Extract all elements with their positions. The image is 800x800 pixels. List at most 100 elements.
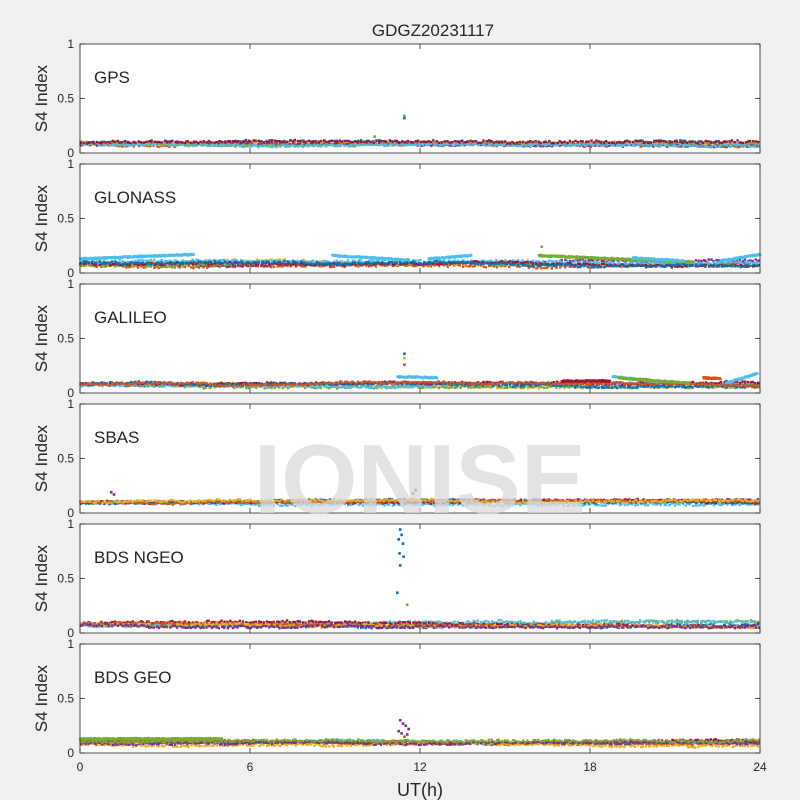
- data-point: [695, 263, 698, 266]
- data-point: [704, 265, 707, 268]
- data-point: [391, 262, 394, 265]
- data-point: [543, 263, 546, 266]
- data-point: [344, 262, 347, 265]
- data-point: [589, 260, 592, 264]
- data-point: [584, 262, 588, 265]
- data-point: [631, 140, 634, 144]
- data-point: [456, 140, 460, 143]
- data-point: [501, 262, 504, 265]
- data-point: [247, 141, 250, 145]
- data-point: [542, 145, 545, 148]
- data-point: [696, 265, 699, 268]
- data-point: [357, 265, 360, 268]
- data-point: [636, 142, 639, 145]
- data-point: [681, 141, 684, 144]
- data-point: [265, 260, 269, 263]
- data-point: [460, 143, 464, 146]
- data-point: [710, 265, 714, 268]
- data-point: [236, 262, 240, 265]
- data-point: [412, 264, 415, 268]
- data-point: [141, 261, 145, 265]
- data-point: [285, 144, 289, 147]
- data-point: [744, 265, 747, 268]
- data-point: [587, 259, 590, 262]
- data-point: [218, 265, 221, 268]
- data-point: [330, 263, 333, 266]
- data-point: [514, 260, 517, 263]
- data-point: [210, 262, 214, 266]
- data-point: [464, 141, 467, 144]
- data-point: [296, 259, 299, 263]
- data-point: [166, 262, 169, 265]
- data-point: [233, 386, 236, 390]
- data-point: [536, 264, 540, 267]
- data-point: [315, 261, 319, 264]
- data-point: [113, 140, 116, 143]
- data-point: [302, 145, 305, 149]
- data-point: [278, 144, 282, 148]
- data-point: [600, 264, 604, 267]
- data-point: [566, 141, 569, 145]
- data-point: [654, 265, 658, 268]
- data-point: [98, 260, 101, 263]
- data-point: [207, 263, 210, 266]
- data-point: [118, 263, 121, 266]
- data-point: [701, 262, 705, 265]
- data-point: [203, 259, 206, 263]
- data-point: [720, 263, 724, 266]
- data-point: [134, 142, 138, 146]
- data-point: [229, 262, 232, 265]
- data-point: [527, 266, 530, 269]
- data-point: [319, 143, 323, 146]
- data-point: [482, 265, 485, 268]
- data-point: [231, 144, 235, 147]
- data-point: [378, 143, 381, 147]
- data-point: [137, 142, 140, 146]
- data-point: [564, 264, 567, 267]
- data-point: [181, 259, 184, 262]
- data-point: [258, 143, 261, 146]
- data-point: [307, 139, 310, 142]
- data-point: [114, 262, 117, 266]
- data-point: [226, 262, 229, 265]
- data-point: [333, 141, 337, 144]
- data-point: [199, 140, 202, 143]
- data-point: [738, 143, 741, 146]
- data-point: [728, 386, 731, 389]
- data-point: [85, 142, 88, 145]
- data-point: [751, 140, 755, 143]
- data-point: [658, 145, 661, 148]
- data-point: [268, 141, 271, 145]
- data-point: [679, 140, 682, 143]
- data-point: [494, 262, 498, 266]
- data-point: [185, 140, 188, 143]
- data-point: [422, 265, 425, 268]
- data-point: [286, 386, 290, 390]
- data-point: [743, 144, 747, 147]
- data-point: [302, 265, 305, 268]
- data-point: [118, 259, 122, 262]
- data-point: [403, 141, 407, 144]
- data-point: [190, 266, 193, 269]
- data-point: [223, 260, 227, 263]
- data-point: [600, 259, 603, 263]
- data-point: [688, 143, 691, 146]
- data-point: [241, 385, 245, 388]
- data-point: [160, 259, 163, 262]
- data-point: [179, 141, 182, 144]
- data-point: [186, 260, 189, 263]
- data-point: [438, 259, 441, 262]
- data-point: [210, 265, 213, 268]
- data-point: [730, 144, 733, 147]
- data-point: [204, 259, 208, 262]
- data-point: [192, 266, 195, 270]
- data-point: [289, 139, 292, 142]
- data-point: [493, 261, 496, 265]
- data-point: [726, 261, 729, 265]
- data-point: [239, 264, 243, 268]
- data-point: [707, 145, 711, 149]
- data-point: [592, 141, 596, 144]
- data-point: [305, 144, 308, 147]
- data-point: [216, 261, 219, 264]
- data-point: [298, 140, 302, 143]
